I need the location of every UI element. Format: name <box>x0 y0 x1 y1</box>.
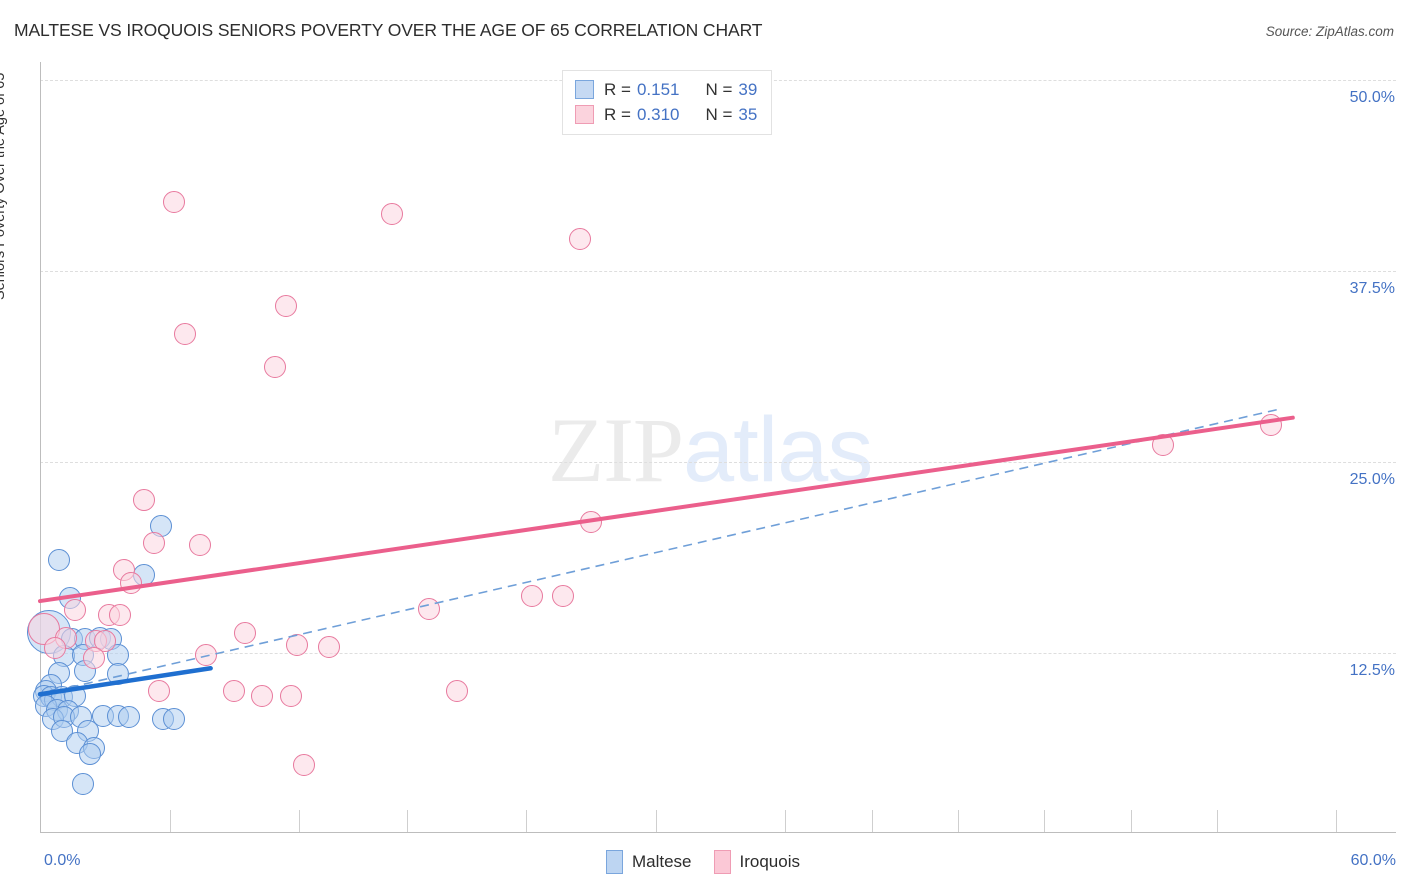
y-tick-label-50.0: 50.0% <box>1349 89 1395 106</box>
data-point-iroquois-4[interactable] <box>173 322 196 345</box>
data-point-iroquois-21[interactable] <box>234 622 257 645</box>
correlation-legend: R = 0.151 N = 39 R = 0.310 N = 35 <box>562 70 773 135</box>
x-tick-6 <box>785 810 787 832</box>
watermark-atlas: atlas <box>683 399 873 501</box>
data-point-iroquois-9[interactable] <box>143 531 166 554</box>
data-point-iroquois-34[interactable] <box>445 680 468 703</box>
page-title: MALTESE VS IROQUOIS SENIORS POVERTY OVER… <box>14 20 763 40</box>
iroquois-r-label: R = <box>604 104 631 124</box>
iroquois-color-swatch <box>575 105 594 124</box>
iroquois-n-value: 35 <box>738 104 758 124</box>
source-attribution: Source: ZipAtlas.com <box>1265 24 1394 39</box>
data-point-iroquois-15[interactable] <box>551 585 574 608</box>
data-point-iroquois-26[interactable] <box>318 635 341 658</box>
maltese-legend-label: Maltese <box>631 852 692 871</box>
maltese-r-value: 0.151 <box>636 79 680 99</box>
data-point-iroquois-29[interactable] <box>83 646 105 669</box>
data-point-iroquois-31[interactable] <box>223 680 246 703</box>
data-point-iroquois-33[interactable] <box>279 684 302 707</box>
iroquois-legend-label: Iroquois <box>739 852 800 871</box>
data-point-iroquois-35[interactable] <box>292 753 315 776</box>
maltese-color-swatch <box>575 80 594 99</box>
y-axis-title: Seniors Poverty Over the Age of 65 <box>0 0 8 300</box>
watermark-zip: ZIP <box>548 399 684 501</box>
y-tick-label-37.5: 37.5% <box>1349 280 1395 297</box>
x-tick-5 <box>655 810 657 832</box>
x-tick-12 <box>1336 810 1337 832</box>
data-point-iroquois-32[interactable] <box>251 684 274 707</box>
x-tick-1 <box>169 810 171 832</box>
y-tick-label-25.0: 25.0% <box>1349 471 1395 488</box>
data-point-iroquois-3[interactable] <box>275 295 298 318</box>
maltese-extended-trendline <box>39 407 1283 696</box>
maltese-r-label: R = <box>604 79 631 99</box>
data-point-iroquois-17[interactable] <box>63 599 86 622</box>
data-point-iroquois-19[interactable] <box>108 603 131 626</box>
correlation-row-maltese: R = 0.151 N = 39 <box>575 77 757 102</box>
zipatlas-watermark: ZIPatlas <box>548 404 873 496</box>
iroquois-n-label: N = <box>705 104 733 124</box>
data-point-maltese-30[interactable] <box>117 706 140 729</box>
data-point-iroquois-7[interactable] <box>1152 434 1175 457</box>
x-tick-10 <box>1130 810 1132 832</box>
data-point-iroquois-13[interactable] <box>119 571 142 594</box>
data-point-iroquois-2[interactable] <box>569 227 591 250</box>
iroquois-trendline <box>38 415 1295 604</box>
correlation-row-iroquois: R = 0.310 N = 35 <box>575 102 757 127</box>
iroquois-r-value: 0.310 <box>636 104 680 124</box>
data-point-maltese-32[interactable] <box>162 707 185 730</box>
x-tick-4 <box>526 810 527 832</box>
data-point-maltese-37[interactable] <box>78 742 101 765</box>
data-point-iroquois-5[interactable] <box>264 356 287 379</box>
maltese-n-label: N = <box>705 79 733 99</box>
legend-item-maltese[interactable]: Maltese <box>605 850 692 874</box>
data-point-iroquois-28[interactable] <box>195 643 218 666</box>
maltese-legend-swatch <box>605 850 623 874</box>
maltese-n-value: 39 <box>738 79 758 99</box>
gridline-25.0 <box>40 462 1396 463</box>
series-legend: Maltese Iroquois <box>0 850 1406 874</box>
y-tick-label-12.5: 12.5% <box>1349 662 1395 679</box>
data-point-iroquois-16[interactable] <box>417 597 440 620</box>
data-point-iroquois-30[interactable] <box>147 680 170 703</box>
x-tick-2 <box>299 810 301 832</box>
x-tick-11 <box>1217 810 1219 832</box>
x-tick-9 <box>1044 810 1046 832</box>
x-axis-min-label: 0.0% <box>44 852 81 869</box>
data-point-iroquois-6[interactable] <box>1260 414 1283 437</box>
data-point-maltese-38[interactable] <box>72 773 95 796</box>
y-axis-line <box>40 62 41 832</box>
x-tick-8 <box>958 810 959 832</box>
y-axis-title-label: Seniors Poverty Over the Age of 65 <box>0 72 8 300</box>
data-point-iroquois-10[interactable] <box>188 533 211 556</box>
data-point-iroquois-1[interactable] <box>381 203 404 226</box>
gridline-12.5 <box>40 653 1396 654</box>
data-point-iroquois-0[interactable] <box>162 191 185 214</box>
data-point-iroquois-8[interactable] <box>132 489 155 512</box>
data-point-maltese-14[interactable] <box>106 663 129 686</box>
x-axis-line <box>40 832 1396 833</box>
gridline-37.5 <box>40 271 1396 272</box>
data-point-maltese-0[interactable] <box>48 548 71 571</box>
x-tick-7 <box>871 810 873 832</box>
data-point-iroquois-11[interactable] <box>579 510 602 533</box>
legend-item-iroquois[interactable]: Iroquois <box>713 850 800 874</box>
iroquois-legend-swatch <box>713 850 731 874</box>
x-tick-3 <box>407 810 409 832</box>
x-axis-max-label: 60.0% <box>1350 852 1396 869</box>
data-point-iroquois-14[interactable] <box>521 585 544 608</box>
